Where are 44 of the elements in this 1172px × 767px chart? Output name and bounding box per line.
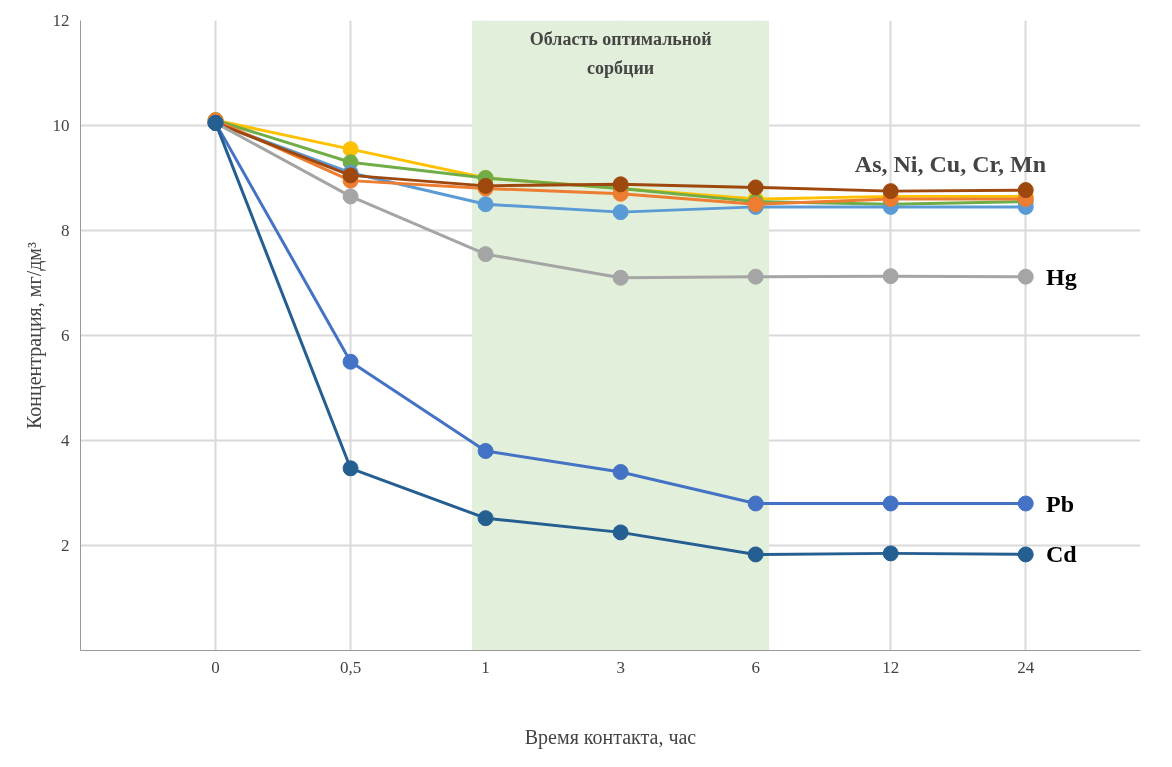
point bbox=[882, 545, 899, 562]
point bbox=[747, 268, 764, 285]
y-tick-label: 4 bbox=[61, 431, 70, 450]
x-tick-label: 24 bbox=[1017, 657, 1035, 677]
x-tick-label: 0,5 bbox=[339, 657, 362, 677]
y-tick-label: 2 bbox=[61, 536, 70, 555]
point bbox=[477, 246, 494, 263]
point bbox=[1017, 182, 1034, 199]
point bbox=[477, 196, 494, 213]
point bbox=[747, 495, 764, 512]
y-tick-label: 6 bbox=[61, 326, 70, 345]
y-tick-label: 10 bbox=[52, 116, 70, 135]
band-label: Область оптимальной сорбции bbox=[529, 29, 712, 79]
y-axis-title: Концентрация, мг/дм³ bbox=[22, 241, 46, 430]
point bbox=[612, 464, 629, 480]
point bbox=[747, 546, 764, 563]
series-label: Hg bbox=[1045, 263, 1077, 290]
point bbox=[1017, 546, 1034, 563]
point bbox=[882, 495, 899, 512]
x-tick-label: 3 bbox=[616, 657, 625, 677]
series-label: Cd bbox=[1045, 541, 1078, 568]
x-tick-label: 0 bbox=[211, 657, 220, 677]
point bbox=[882, 183, 899, 200]
point bbox=[342, 460, 359, 477]
annotation: As, Ni, Cu, Cr, Mn bbox=[854, 150, 1046, 177]
series-label: Pb bbox=[1045, 490, 1074, 517]
point bbox=[342, 353, 359, 370]
point bbox=[612, 176, 629, 193]
x-tick-label: 1 bbox=[481, 657, 490, 677]
x-tick-label: 12 bbox=[882, 657, 900, 677]
point bbox=[1017, 268, 1034, 285]
point bbox=[747, 179, 764, 196]
y-tick-label: 8 bbox=[61, 221, 70, 240]
point bbox=[1017, 495, 1034, 512]
point bbox=[342, 188, 359, 205]
y-tick-label: 12 bbox=[52, 11, 70, 30]
point bbox=[477, 443, 494, 459]
x-axis-title: Время контакта, час bbox=[524, 725, 697, 749]
point bbox=[612, 269, 629, 286]
point bbox=[477, 510, 494, 527]
x-tick-label: 6 bbox=[751, 657, 760, 677]
point bbox=[612, 524, 629, 541]
point bbox=[882, 268, 899, 285]
point bbox=[612, 204, 629, 221]
